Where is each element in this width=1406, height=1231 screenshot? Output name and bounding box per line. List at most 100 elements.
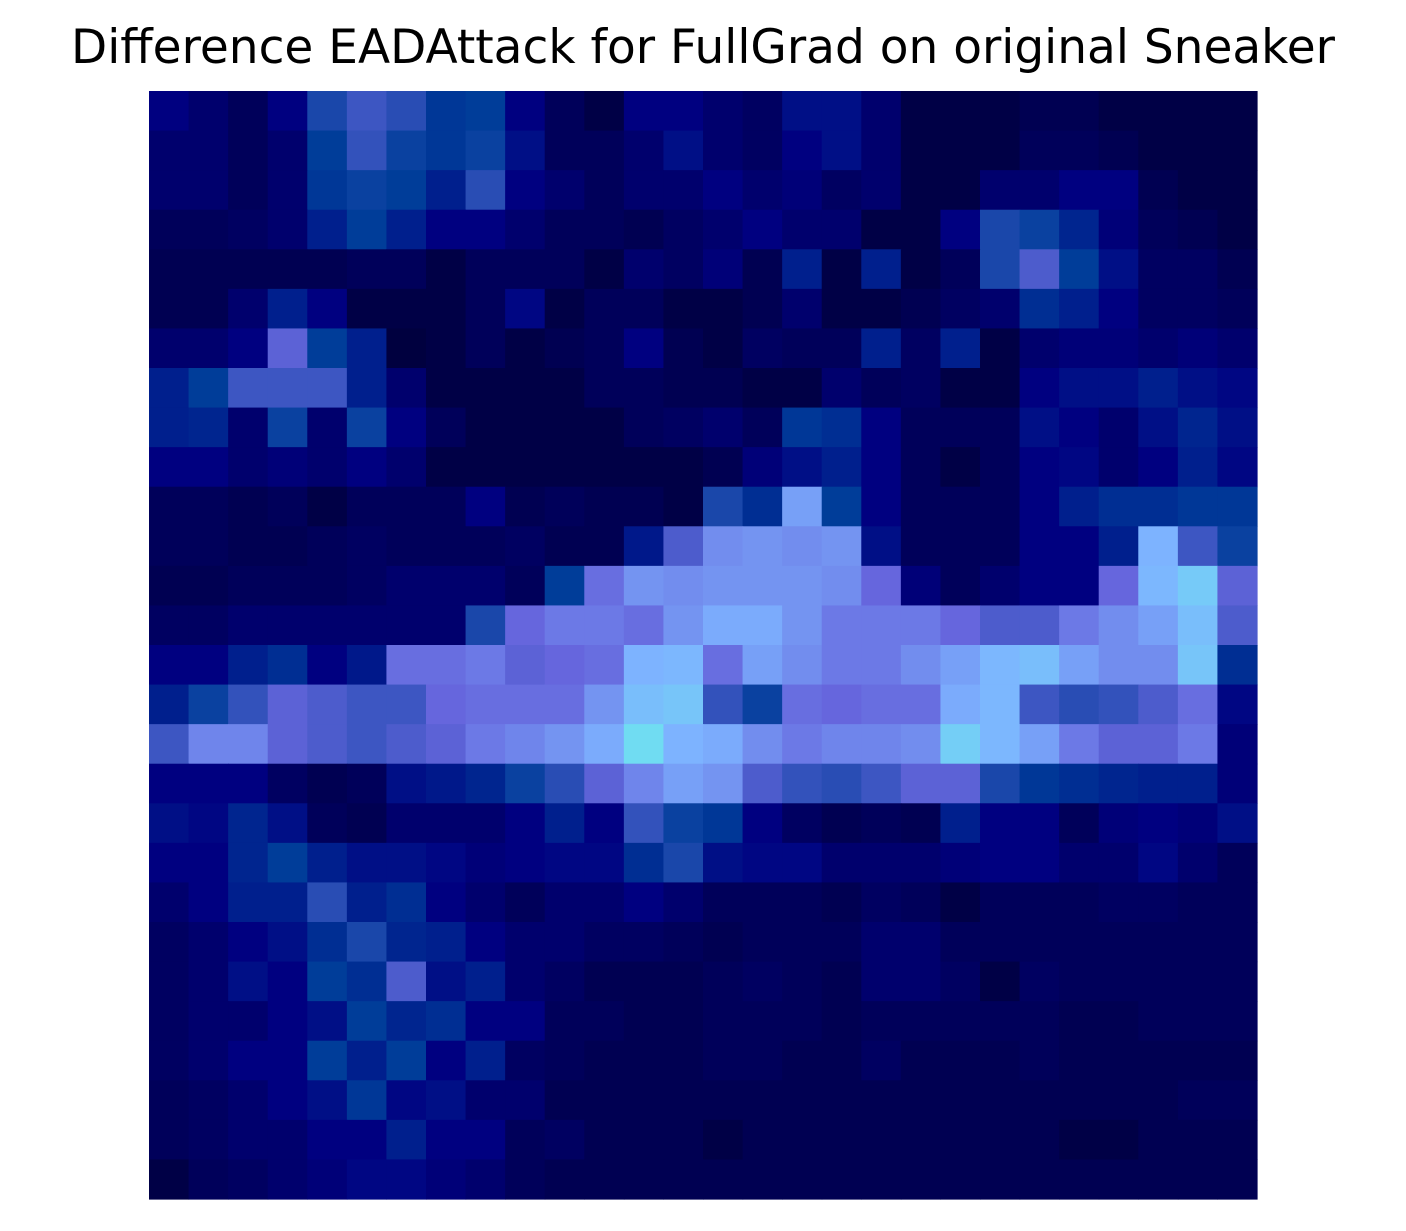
heatmap-cell-r7-c19 bbox=[900, 368, 942, 409]
heatmap-cell-r27-c26 bbox=[1177, 1159, 1219, 1200]
heatmap-cell-r12-c25 bbox=[1138, 565, 1179, 607]
heatmap-cell-r9-c9 bbox=[505, 447, 546, 488]
heatmap-cell-r19-c2 bbox=[228, 842, 269, 884]
heatmap-cell-r8-c16 bbox=[782, 407, 823, 448]
heatmap-cell-r8-c6 bbox=[386, 407, 427, 448]
heatmap-cell-r1-c0 bbox=[149, 130, 190, 171]
heatmap-cell-r17-c3 bbox=[267, 763, 308, 804]
heatmap-cell-r4-c23 bbox=[1059, 249, 1100, 290]
heatmap-cell-r22-c16 bbox=[782, 961, 823, 1002]
heatmap-cell-r3-c5 bbox=[346, 209, 388, 250]
heatmap-cell-r0-c11 bbox=[584, 91, 625, 132]
heatmap-cell-r8-c2 bbox=[228, 407, 269, 448]
heatmap-cell-r8-c7 bbox=[426, 407, 467, 448]
heatmap-cell-r20-c5 bbox=[346, 882, 388, 923]
heatmap-cell-r14-c15 bbox=[742, 645, 783, 686]
heatmap-cell-r4-c2 bbox=[228, 249, 269, 290]
heatmap-cell-r19-c22 bbox=[1019, 842, 1060, 884]
heatmap-cell-r15-c21 bbox=[980, 684, 1021, 725]
heatmap-cell-r21-c14 bbox=[703, 922, 744, 963]
heatmap-cell-r3-c16 bbox=[782, 209, 823, 250]
heatmap-cell-r6-c24 bbox=[1098, 328, 1139, 369]
heatmap-cell-r27-c7 bbox=[426, 1159, 467, 1200]
heatmap-cell-r14-c21 bbox=[980, 645, 1021, 686]
heatmap-cell-r26-c17 bbox=[821, 1119, 862, 1161]
heatmap-cell-r3-c17 bbox=[821, 209, 862, 250]
heatmap-cell-r24-c24 bbox=[1098, 1040, 1139, 1081]
heatmap-cell-r14-c0 bbox=[149, 645, 190, 686]
heatmap-cell-r20-c14 bbox=[703, 882, 744, 923]
heatmap-cell-r9-c2 bbox=[228, 447, 269, 488]
heatmap-cell-r4-c18 bbox=[861, 249, 902, 290]
heatmap-cell-r10-c3 bbox=[267, 486, 308, 527]
heatmap-cell-r11-c16 bbox=[782, 526, 823, 567]
heatmap-cell-r20-c13 bbox=[663, 882, 704, 923]
heatmap-cell-r8-c8 bbox=[465, 407, 506, 448]
heatmap-cell-r11-c6 bbox=[386, 526, 427, 567]
heatmap-cell-r24-c22 bbox=[1019, 1040, 1060, 1081]
heatmap-cell-r7-c26 bbox=[1177, 368, 1219, 409]
heatmap-cell-r16-c27 bbox=[1217, 724, 1258, 765]
heatmap-cell-r1-c2 bbox=[228, 130, 269, 171]
heatmap-cell-r10-c0 bbox=[149, 486, 190, 527]
heatmap-cell-r5-c9 bbox=[505, 288, 546, 330]
heatmap-cell-r20-c0 bbox=[149, 882, 190, 923]
heatmap-cell-r0-c8 bbox=[465, 91, 506, 132]
heatmap-cell-r26-c18 bbox=[861, 1119, 902, 1161]
heatmap-cell-r9-c4 bbox=[307, 447, 348, 488]
heatmap-cell-r19-c15 bbox=[742, 842, 783, 884]
heatmap-cell-r19-c14 bbox=[703, 842, 744, 884]
heatmap-cell-r17-c9 bbox=[505, 763, 546, 804]
heatmap-cell-r13-c12 bbox=[623, 605, 665, 646]
heatmap-cell-r19-c18 bbox=[861, 842, 902, 884]
heatmap-cell-r12-c9 bbox=[505, 565, 546, 607]
heatmap-cell-r19-c3 bbox=[267, 842, 308, 884]
heatmap-cell-r19-c9 bbox=[505, 842, 546, 884]
heatmap-cell-r21-c4 bbox=[307, 922, 348, 963]
heatmap-cell-r12-c24 bbox=[1098, 565, 1139, 607]
heatmap-cell-r11-c12 bbox=[623, 526, 665, 567]
heatmap-cell-r25-c8 bbox=[465, 1080, 506, 1121]
heatmap-cell-r18-c6 bbox=[386, 803, 427, 844]
heatmap-cell-r17-c26 bbox=[1177, 763, 1219, 804]
heatmap-cell-r24-c19 bbox=[900, 1040, 942, 1081]
heatmap-cell-r16-c2 bbox=[228, 724, 269, 765]
heatmap-cell-r15-c11 bbox=[584, 684, 625, 725]
heatmap-cell-r3-c25 bbox=[1138, 209, 1179, 250]
heatmap-cell-r25-c2 bbox=[228, 1080, 269, 1121]
heatmap-cell-r15-c27 bbox=[1217, 684, 1258, 725]
heatmap-cell-r11-c13 bbox=[663, 526, 704, 567]
heatmap-cell-r21-c0 bbox=[149, 922, 190, 963]
heatmap-cell-r12-c20 bbox=[940, 565, 981, 607]
heatmap-cell-r22-c22 bbox=[1019, 961, 1060, 1002]
heatmap-cell-r23-c3 bbox=[267, 1001, 308, 1042]
heatmap-cell-r25-c7 bbox=[426, 1080, 467, 1121]
heatmap-cell-r6-c25 bbox=[1138, 328, 1179, 369]
heatmap-cell-r8-c9 bbox=[505, 407, 546, 448]
heatmap-cell-r2-c25 bbox=[1138, 170, 1179, 211]
heatmap-cell-r18-c26 bbox=[1177, 803, 1219, 844]
heatmap-cell-r19-c24 bbox=[1098, 842, 1139, 884]
heatmap-cell-r18-c11 bbox=[584, 803, 625, 844]
heatmap-cell-r27-c9 bbox=[505, 1159, 546, 1200]
heatmap-cell-r0-c17 bbox=[821, 91, 862, 132]
heatmap-cell-r3-c2 bbox=[228, 209, 269, 250]
heatmap-cell-r21-c20 bbox=[940, 922, 981, 963]
heatmap-cell-r18-c18 bbox=[861, 803, 902, 844]
heatmap-cell-r17-c13 bbox=[663, 763, 704, 804]
heatmap-cell-r25-c6 bbox=[386, 1080, 427, 1121]
heatmap-cell-r4-c25 bbox=[1138, 249, 1179, 290]
heatmap-cell-r25-c10 bbox=[544, 1080, 585, 1121]
heatmap-cell-r16-c19 bbox=[900, 724, 942, 765]
heatmap-cell-r7-c20 bbox=[940, 368, 981, 409]
heatmap-cell-r16-c23 bbox=[1059, 724, 1100, 765]
heatmap-cell-r17-c16 bbox=[782, 763, 823, 804]
heatmap-cell-r22-c21 bbox=[980, 961, 1021, 1002]
heatmap-cell-r18-c2 bbox=[228, 803, 269, 844]
heatmap-cell-r19-c0 bbox=[149, 842, 190, 884]
heatmap-cell-r1-c1 bbox=[188, 130, 229, 171]
heatmap-cell-r17-c17 bbox=[821, 763, 862, 804]
heatmap-cell-r19-c27 bbox=[1217, 842, 1258, 884]
heatmap-cell-r11-c14 bbox=[703, 526, 744, 567]
heatmap-cell-r17-c5 bbox=[346, 763, 388, 804]
